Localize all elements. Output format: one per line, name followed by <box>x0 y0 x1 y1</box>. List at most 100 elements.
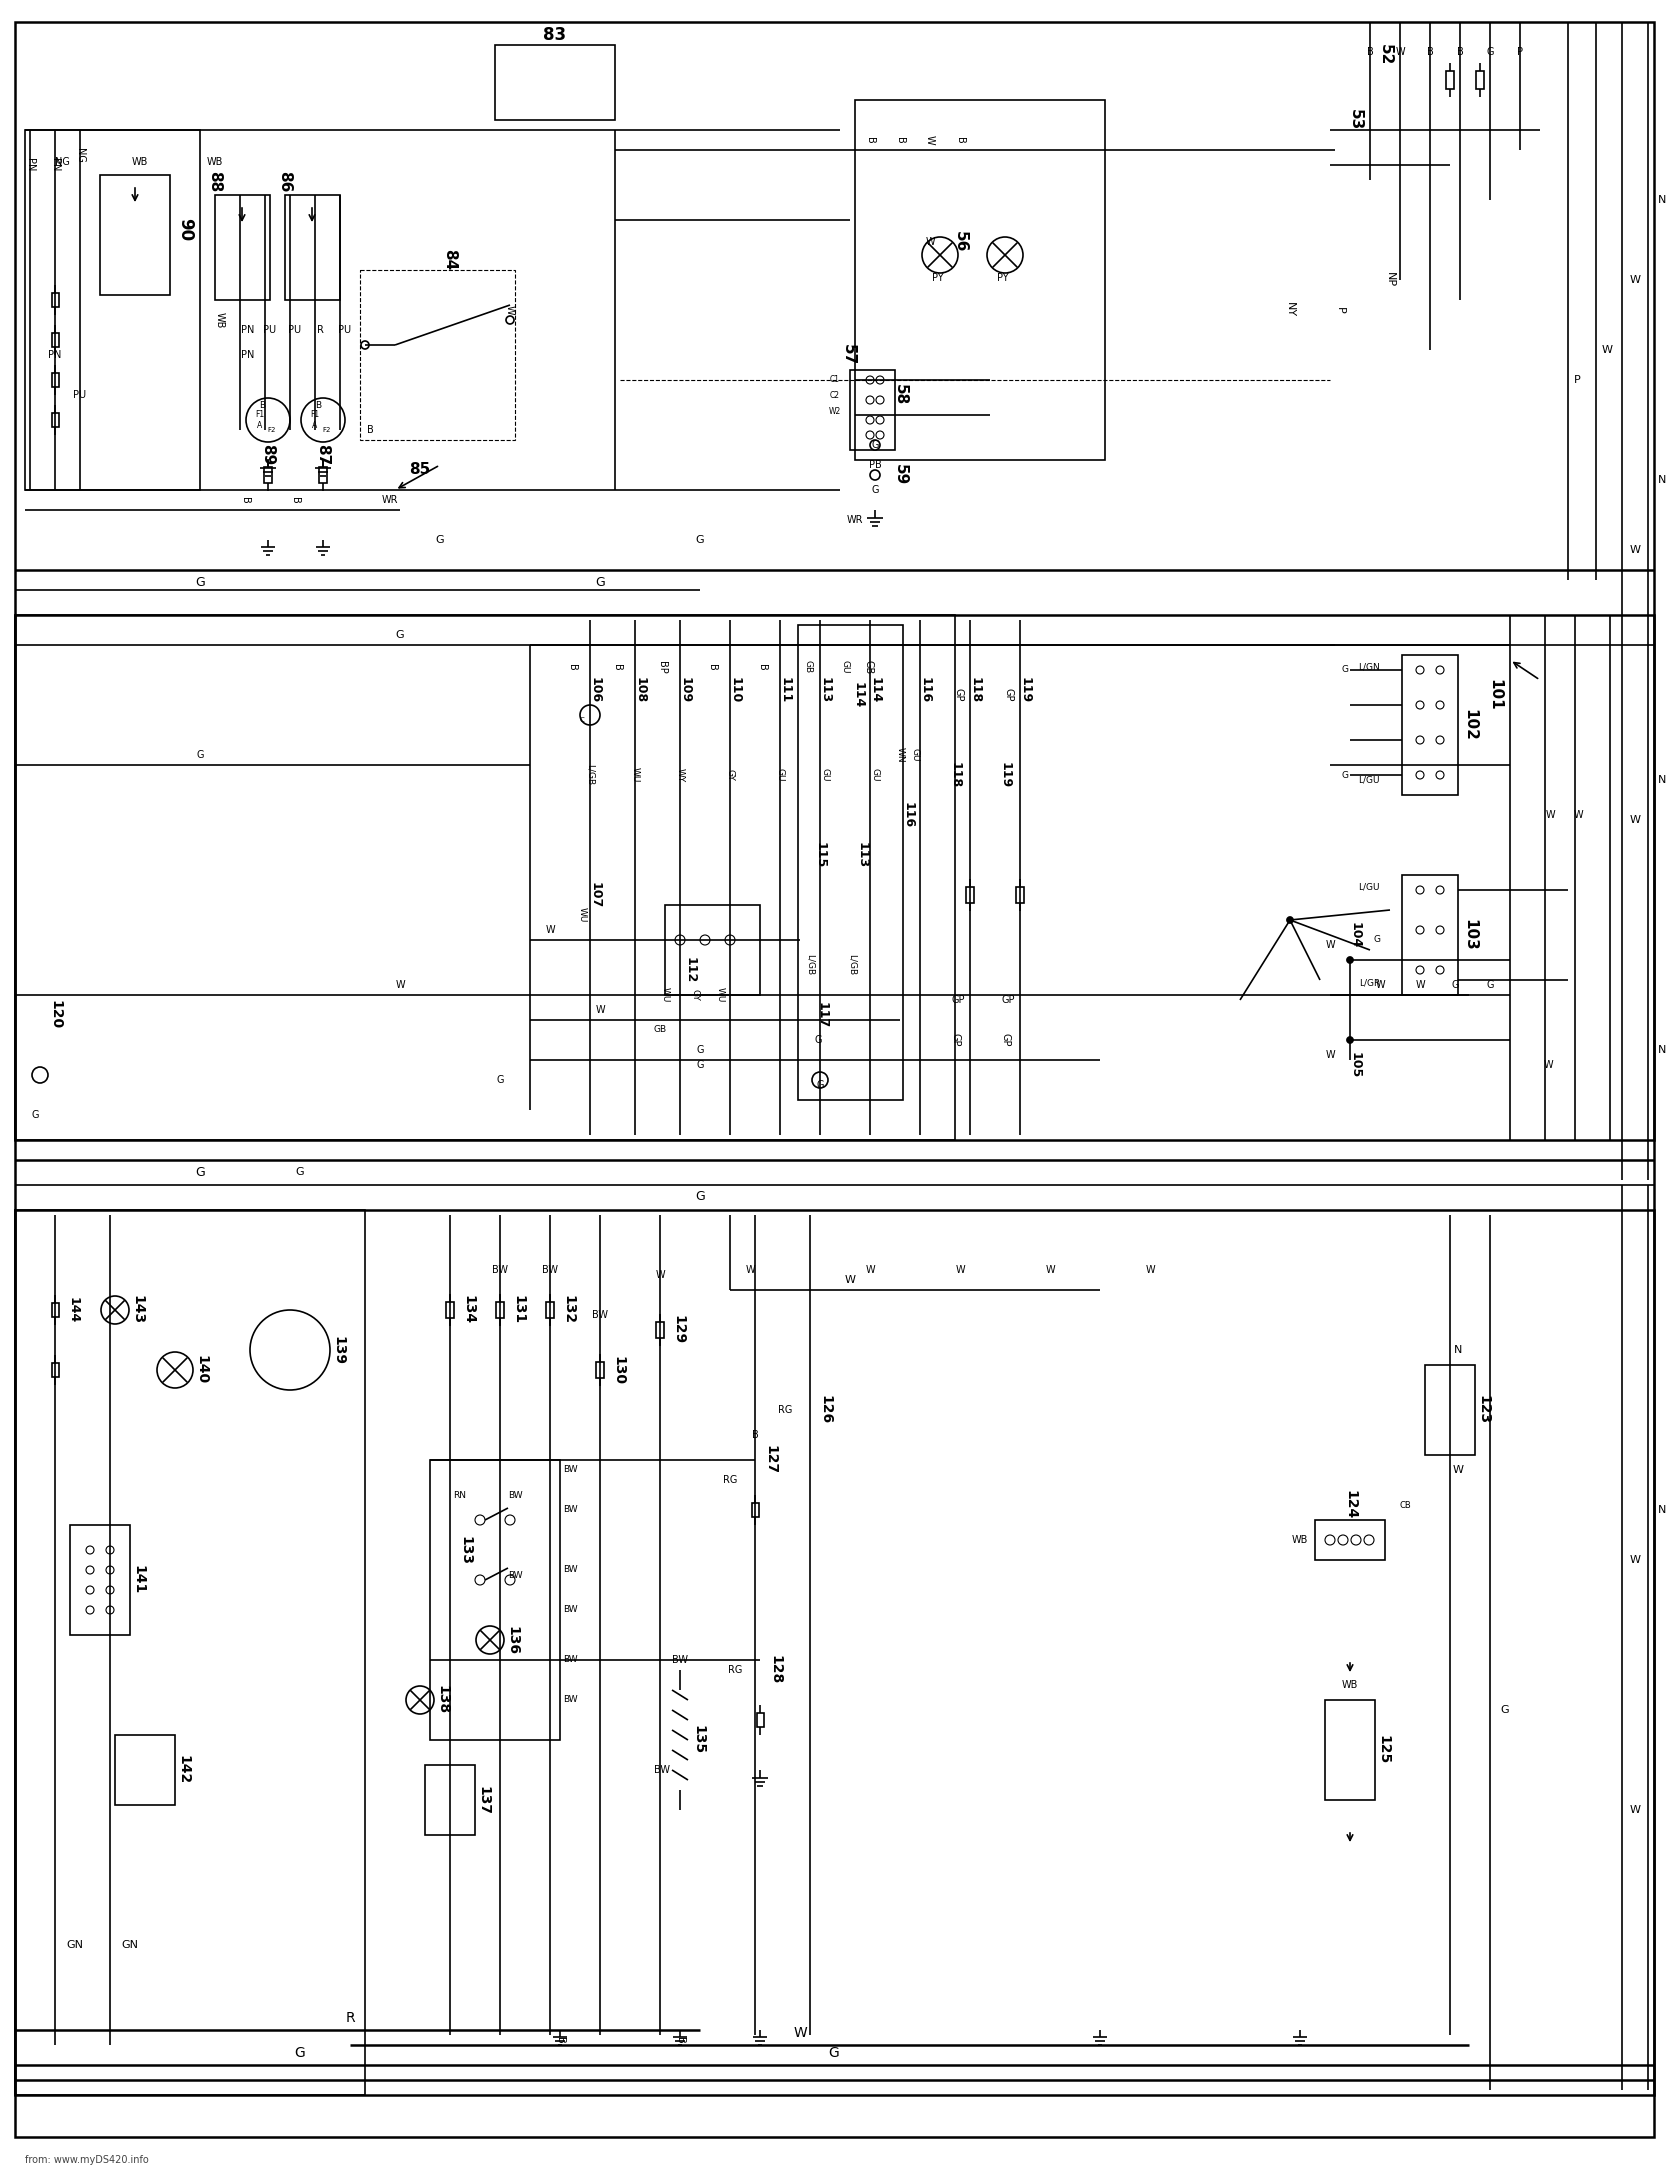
Text: 115: 115 <box>813 842 826 868</box>
Circle shape <box>1339 1536 1349 1544</box>
Text: WB: WB <box>132 157 149 167</box>
Bar <box>751 1503 758 1516</box>
Bar <box>15 616 955 1140</box>
Circle shape <box>107 1566 113 1575</box>
Text: GU: GU <box>821 768 829 781</box>
Text: G: G <box>195 1166 205 1179</box>
Text: PN: PN <box>48 350 62 361</box>
Text: 131: 131 <box>511 1296 526 1325</box>
Circle shape <box>876 431 885 439</box>
Circle shape <box>1415 966 1424 974</box>
Text: 85: 85 <box>409 463 431 478</box>
Text: W: W <box>1631 274 1641 285</box>
Text: F2: F2 <box>322 426 330 433</box>
Circle shape <box>1435 927 1444 933</box>
Text: N: N <box>1454 1344 1462 1355</box>
Bar <box>285 196 340 300</box>
Text: N: N <box>1657 1505 1666 1516</box>
Bar <box>798 624 903 1101</box>
Text: B: B <box>758 663 768 670</box>
Text: G: G <box>396 631 404 639</box>
Circle shape <box>1347 1037 1354 1044</box>
Text: W: W <box>546 924 554 935</box>
Text: 108: 108 <box>634 676 646 703</box>
Circle shape <box>1325 1536 1335 1544</box>
Text: BW: BW <box>562 1605 577 1614</box>
Circle shape <box>87 1546 93 1553</box>
Text: B: B <box>1457 48 1464 57</box>
Text: 117: 117 <box>816 1003 828 1029</box>
Text: PU: PU <box>339 324 352 335</box>
Text: W: W <box>656 1270 664 1281</box>
Text: 142: 142 <box>175 1755 190 1786</box>
Text: GP: GP <box>1003 687 1013 703</box>
Text: B: B <box>895 137 905 144</box>
Text: 53: 53 <box>1347 109 1362 130</box>
Text: 106: 106 <box>589 676 601 703</box>
Text: WB: WB <box>215 311 225 328</box>
Circle shape <box>866 431 875 439</box>
Bar <box>656 1322 664 1338</box>
Text: WB: WB <box>1342 1679 1359 1690</box>
Text: G: G <box>696 535 704 546</box>
Text: 127: 127 <box>763 1446 778 1475</box>
Text: F2: F2 <box>267 426 275 433</box>
Bar <box>1315 1520 1385 1559</box>
Text: PN: PN <box>242 350 255 361</box>
Text: W: W <box>925 237 935 248</box>
Text: W: W <box>396 981 406 990</box>
Bar <box>361 270 516 439</box>
Text: 120: 120 <box>48 1000 62 1029</box>
Text: G: G <box>295 2047 305 2060</box>
Text: W2: W2 <box>829 407 841 415</box>
Text: BW: BW <box>542 1266 557 1275</box>
Text: B: B <box>290 496 300 502</box>
Circle shape <box>581 705 599 724</box>
Text: B: B <box>955 137 965 144</box>
Circle shape <box>506 1575 516 1586</box>
Text: GN: GN <box>122 1940 139 1951</box>
Text: PN: PN <box>242 324 255 335</box>
Text: P: P <box>1574 374 1581 385</box>
Text: BW: BW <box>562 1566 577 1575</box>
Text: L/GN: L/GN <box>1359 663 1380 672</box>
Text: 107: 107 <box>589 881 601 909</box>
Text: L/GB: L/GB <box>806 955 814 977</box>
Text: 138: 138 <box>436 1686 449 1714</box>
Text: G: G <box>1487 981 1494 990</box>
Text: 130: 130 <box>611 1355 624 1385</box>
Text: G: G <box>195 576 205 589</box>
Text: W: W <box>1325 940 1335 950</box>
Text: GU: GU <box>871 768 880 781</box>
Bar <box>1402 655 1459 796</box>
Circle shape <box>699 935 709 944</box>
Circle shape <box>1435 666 1444 674</box>
Text: 101: 101 <box>1487 679 1502 711</box>
Text: 125: 125 <box>1375 1736 1390 1764</box>
Text: 129: 129 <box>671 1316 684 1344</box>
Text: 89: 89 <box>260 444 275 465</box>
Text: 110: 110 <box>728 676 741 703</box>
Bar <box>115 1736 175 1805</box>
Text: BW: BW <box>562 1655 577 1664</box>
Text: W: W <box>1574 809 1582 820</box>
Text: PY: PY <box>933 274 943 283</box>
Text: PU: PU <box>289 324 302 335</box>
Text: B: B <box>613 663 623 670</box>
Text: B: B <box>708 663 718 670</box>
Text: 124: 124 <box>1344 1490 1357 1520</box>
Bar <box>15 1209 1654 2095</box>
Text: G: G <box>1342 770 1349 779</box>
Text: G: G <box>1342 666 1349 674</box>
Text: W: W <box>1544 1059 1552 1070</box>
Circle shape <box>1435 966 1444 974</box>
Text: BW: BW <box>562 1505 577 1514</box>
Circle shape <box>866 396 875 405</box>
Text: W: W <box>1452 1466 1464 1475</box>
Text: G: G <box>1500 1705 1509 1716</box>
Text: 105: 105 <box>1349 1053 1362 1079</box>
Text: BW: BW <box>507 1490 522 1499</box>
Text: 144: 144 <box>67 1296 80 1322</box>
Text: BP: BP <box>658 661 668 674</box>
Text: GP: GP <box>951 994 965 1005</box>
